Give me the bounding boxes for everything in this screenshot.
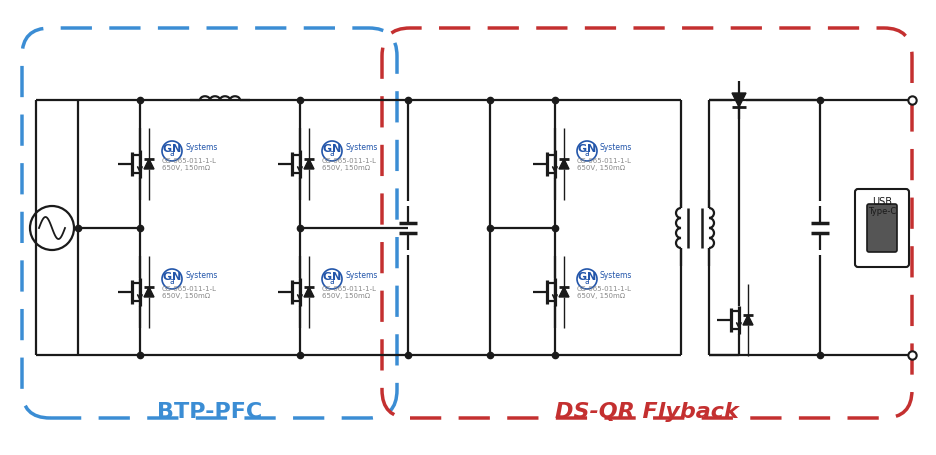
Polygon shape: [559, 287, 569, 297]
Text: Systems: Systems: [345, 143, 377, 152]
Text: GS-065-011-1-L: GS-065-011-1-L: [162, 286, 217, 292]
Polygon shape: [144, 159, 154, 169]
Text: Type-C: Type-C: [868, 207, 896, 217]
Text: BTP-PFC: BTP-PFC: [157, 402, 262, 422]
Text: G: G: [322, 272, 331, 282]
Text: 650V, 150mΩ: 650V, 150mΩ: [577, 165, 625, 171]
Text: 650V, 150mΩ: 650V, 150mΩ: [577, 293, 625, 299]
Polygon shape: [304, 287, 314, 297]
Text: N: N: [332, 272, 342, 282]
Text: a: a: [169, 277, 174, 285]
Text: Systems: Systems: [345, 272, 377, 280]
Text: GS-065-011-1-L: GS-065-011-1-L: [322, 158, 377, 164]
Polygon shape: [304, 159, 314, 169]
Text: GS-065-011-1-L: GS-065-011-1-L: [322, 286, 377, 292]
Text: N: N: [588, 272, 596, 282]
Text: Systems: Systems: [600, 272, 633, 280]
Text: 650V, 150mΩ: 650V, 150mΩ: [322, 165, 370, 171]
Polygon shape: [732, 93, 746, 107]
Text: a: a: [585, 148, 590, 157]
Text: N: N: [332, 144, 342, 154]
Polygon shape: [559, 159, 569, 169]
Text: Systems: Systems: [600, 143, 633, 152]
Text: a: a: [329, 148, 334, 157]
Polygon shape: [144, 287, 154, 297]
Text: Systems: Systems: [185, 143, 217, 152]
Text: USB: USB: [872, 197, 892, 207]
Text: GS-065-011-1-L: GS-065-011-1-L: [577, 158, 632, 164]
Polygon shape: [743, 315, 753, 325]
Text: DS-QR Flyback: DS-QR Flyback: [555, 402, 739, 422]
Text: N: N: [172, 272, 182, 282]
FancyBboxPatch shape: [867, 204, 897, 252]
Text: a: a: [585, 277, 590, 285]
Text: a: a: [169, 148, 174, 157]
Text: G: G: [163, 144, 171, 154]
Text: a: a: [329, 277, 334, 285]
Text: G: G: [578, 272, 587, 282]
Text: G: G: [322, 144, 331, 154]
Text: GS-065-011-1-L: GS-065-011-1-L: [577, 286, 632, 292]
Text: 650V, 150mΩ: 650V, 150mΩ: [322, 293, 370, 299]
Text: G: G: [163, 272, 171, 282]
Text: GS-065-011-1-L: GS-065-011-1-L: [162, 158, 217, 164]
FancyBboxPatch shape: [855, 189, 909, 267]
Text: N: N: [588, 144, 596, 154]
Text: 650V, 150mΩ: 650V, 150mΩ: [162, 165, 210, 171]
Text: 650V, 150mΩ: 650V, 150mΩ: [162, 293, 210, 299]
Text: Systems: Systems: [185, 272, 217, 280]
Text: G: G: [578, 144, 587, 154]
Text: N: N: [172, 144, 182, 154]
